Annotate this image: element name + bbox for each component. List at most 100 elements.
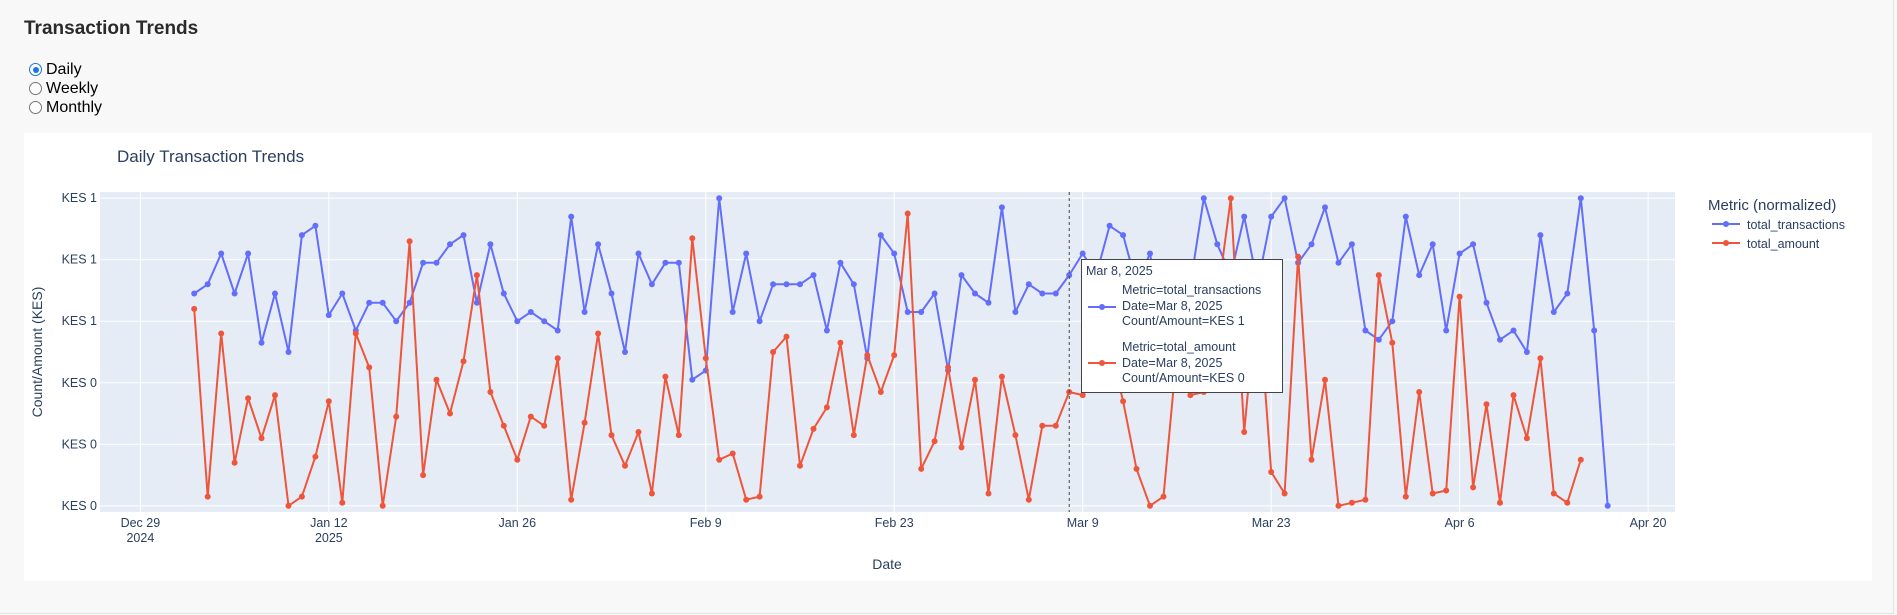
- data-point[interactable]: [1402, 493, 1409, 500]
- data-point[interactable]: [1039, 290, 1046, 297]
- data-point[interactable]: [850, 281, 857, 288]
- data-point[interactable]: [1537, 232, 1544, 239]
- data-point[interactable]: [258, 339, 265, 346]
- data-point[interactable]: [823, 404, 830, 411]
- data-point[interactable]: [648, 490, 655, 497]
- data-point[interactable]: [272, 392, 278, 399]
- data-point[interactable]: [433, 376, 440, 383]
- data-point[interactable]: [1120, 232, 1127, 239]
- data-point[interactable]: [1052, 290, 1059, 297]
- data-point[interactable]: [514, 318, 521, 325]
- data-point[interactable]: [595, 330, 602, 337]
- data-point[interactable]: [689, 376, 696, 383]
- data-point[interactable]: [716, 456, 723, 463]
- data-point[interactable]: [1389, 339, 1396, 346]
- data-point[interactable]: [662, 373, 669, 380]
- data-point[interactable]: [204, 493, 211, 500]
- data-point[interactable]: [1079, 392, 1086, 399]
- data-point[interactable]: [689, 235, 696, 242]
- data-point[interactable]: [756, 318, 763, 325]
- data-point[interactable]: [1281, 195, 1288, 202]
- data-point[interactable]: [339, 499, 346, 506]
- data-point[interactable]: [998, 373, 1005, 380]
- data-point[interactable]: [191, 290, 198, 297]
- data-point[interactable]: [352, 330, 359, 337]
- data-point[interactable]: [797, 281, 803, 288]
- data-point[interactable]: [877, 232, 884, 239]
- data-point[interactable]: [702, 355, 709, 362]
- data-point[interactable]: [1591, 327, 1598, 334]
- data-point[interactable]: [1456, 250, 1463, 257]
- data-point[interactable]: [1012, 309, 1019, 315]
- data-point[interactable]: [1497, 336, 1503, 343]
- data-point[interactable]: [1079, 250, 1086, 257]
- data-point[interactable]: [729, 309, 736, 315]
- data-point[interactable]: [1443, 327, 1450, 334]
- data-point[interactable]: [258, 435, 265, 442]
- data-point[interactable]: [945, 364, 952, 371]
- data-point[interactable]: [675, 259, 682, 266]
- data-point[interactable]: [191, 305, 198, 312]
- data-point[interactable]: [608, 290, 615, 297]
- data-point[interactable]: [420, 472, 427, 479]
- data-point[interactable]: [810, 272, 817, 279]
- legend-item-total-transactions[interactable]: total_transactions: [1712, 218, 1845, 232]
- data-point[interactable]: [325, 398, 332, 405]
- radio-monthly[interactable]: Monthly: [29, 98, 102, 117]
- data-point[interactable]: [1429, 241, 1436, 248]
- data-point[interactable]: [958, 444, 965, 451]
- data-point[interactable]: [1308, 456, 1315, 463]
- radio-daily[interactable]: Daily: [29, 60, 102, 79]
- data-point[interactable]: [770, 349, 777, 355]
- data-point[interactable]: [272, 290, 278, 297]
- data-point[interactable]: [1281, 490, 1288, 497]
- data-point[interactable]: [298, 232, 305, 239]
- data-point[interactable]: [1577, 195, 1584, 202]
- data-point[interactable]: [1120, 398, 1127, 405]
- radio-monthly-indicator[interactable]: [29, 101, 42, 114]
- data-point[interactable]: [1470, 241, 1477, 248]
- data-point[interactable]: [1322, 204, 1328, 211]
- data-point[interactable]: [1052, 422, 1059, 429]
- data-point[interactable]: [1160, 493, 1167, 500]
- data-point[interactable]: [1025, 496, 1032, 503]
- data-point[interactable]: [891, 250, 898, 257]
- data-point[interactable]: [837, 339, 844, 346]
- data-point[interactable]: [218, 330, 225, 337]
- data-point[interactable]: [756, 493, 763, 500]
- data-point[interactable]: [864, 352, 871, 359]
- data-point[interactable]: [500, 422, 507, 429]
- data-point[interactable]: [460, 358, 467, 365]
- data-point[interactable]: [1214, 241, 1221, 248]
- data-point[interactable]: [904, 210, 911, 217]
- data-point[interactable]: [1147, 502, 1153, 509]
- data-point[interactable]: [1497, 499, 1503, 506]
- data-point[interactable]: [554, 355, 561, 362]
- data-point[interactable]: [487, 241, 494, 248]
- data-point[interactable]: [985, 490, 992, 497]
- data-point[interactable]: [810, 425, 817, 432]
- data-point[interactable]: [1335, 502, 1342, 509]
- data-point[interactable]: [1308, 241, 1315, 248]
- data-point[interactable]: [541, 422, 548, 429]
- data-point[interactable]: [231, 290, 238, 297]
- data-point[interactable]: [581, 419, 588, 426]
- data-point[interactable]: [1456, 293, 1463, 300]
- data-point[interactable]: [918, 309, 925, 315]
- data-point[interactable]: [514, 456, 521, 463]
- data-point[interactable]: [1025, 281, 1032, 288]
- data-point[interactable]: [635, 429, 642, 435]
- data-point[interactable]: [1133, 465, 1140, 472]
- data-point[interactable]: [447, 241, 453, 248]
- data-point[interactable]: [1550, 309, 1557, 315]
- data-point[interactable]: [1564, 290, 1571, 297]
- data-point[interactable]: [204, 281, 211, 288]
- data-point[interactable]: [972, 376, 978, 383]
- data-point[interactable]: [622, 462, 628, 469]
- data-point[interactable]: [1200, 195, 1207, 202]
- data-point[interactable]: [487, 389, 494, 395]
- data-point[interactable]: [1348, 499, 1355, 506]
- data-point[interactable]: [1348, 241, 1355, 248]
- data-point[interactable]: [622, 349, 628, 355]
- data-point[interactable]: [823, 327, 830, 334]
